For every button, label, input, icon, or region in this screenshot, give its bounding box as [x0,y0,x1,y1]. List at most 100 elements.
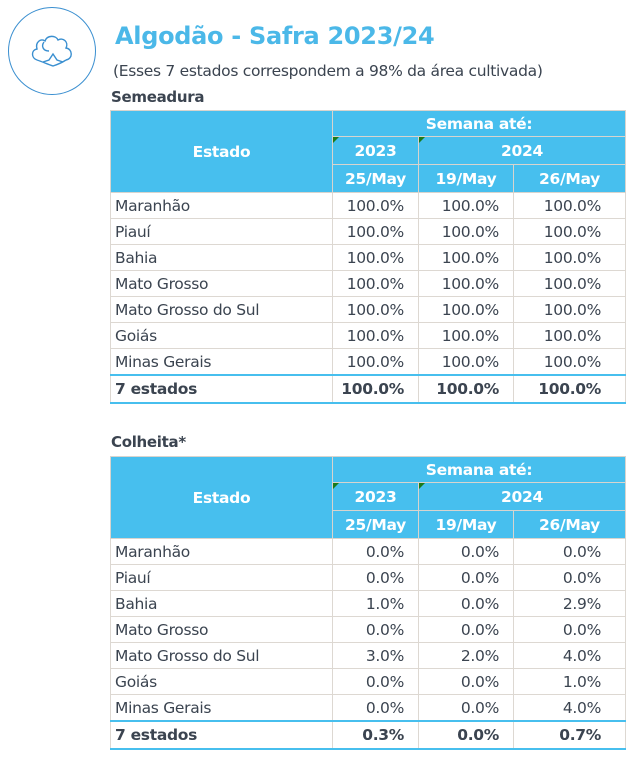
value-cell: 0.0% [512,538,627,565]
state-cell: Mato Grosso [110,616,333,643]
value-cell: 100.0% [512,296,627,323]
header-estado: Estado [110,110,333,193]
value-cell: 0.0% [332,668,419,695]
section-title: Colheita* [111,433,186,451]
state-cell: Goiás [110,668,333,695]
value-cell: 100.0% [332,270,419,297]
value-cell: 100.0% [418,296,514,323]
value-cell: 100.0% [512,218,627,245]
table-row: Piauí 0.0% 0.0% 0.0% [110,564,627,591]
header-year-2024: 2024 [417,482,627,511]
value-cell: 0.0% [418,564,514,591]
value-cell: 0.0% [418,668,514,695]
value-cell: 100.0% [332,322,419,349]
table-row: Bahia 100.0% 100.0% 100.0% [110,244,627,271]
state-cell: Mato Grosso do Sul [110,642,333,669]
state-cell: Piauí [110,218,333,245]
table-row: Piauí 100.0% 100.0% 100.0% [110,218,627,245]
value-cell: 0.0% [332,694,419,722]
header-year-2023: 2023 [332,482,419,511]
value-cell: 100.0% [512,348,627,376]
value-cell: 2.9% [512,590,627,617]
header-date: 26/May [512,510,627,539]
value-cell: 0.0% [512,564,627,591]
header-semana: Semana até: [331,456,627,483]
value-cell: 0.0% [418,590,514,617]
header-date: 25/May [332,164,419,193]
value-cell: 3.0% [332,642,419,669]
table-row: Mato Grosso do Sul 3.0% 2.0% 4.0% [110,642,627,669]
value-cell: 100.0% [332,296,419,323]
value-cell: 0.0% [332,564,419,591]
header-date: 19/May [418,510,514,539]
table-row: Goiás 0.0% 0.0% 1.0% [110,668,627,695]
state-cell: Mato Grosso [110,270,333,297]
value-cell: 100.0% [332,192,419,219]
state-cell: Minas Gerais [110,348,333,376]
total-value-cell: 0.7% [512,720,627,750]
table-row: Bahia 1.0% 0.0% 2.9% [110,590,627,617]
table-row: Mato Grosso do Sul 100.0% 100.0% 100.0% [110,296,627,323]
subtitle: (Esses 7 estados correspondem a 98% da á… [113,62,543,80]
cotton-icon [31,35,72,67]
state-cell: Maranhão [110,538,333,565]
table-row: Minas Gerais 0.0% 0.0% 4.0% [110,694,627,722]
table-row: Mato Grosso 0.0% 0.0% 0.0% [110,616,627,643]
table-row: Minas Gerais 100.0% 100.0% 100.0% [110,348,627,376]
value-cell: 100.0% [332,218,419,245]
table-row: Goiás 100.0% 100.0% 100.0% [110,322,627,349]
state-cell: Maranhão [110,192,333,219]
header-year-2023: 2023 [332,136,419,165]
header-year-2024: 2024 [417,136,627,165]
value-cell: 1.0% [512,668,627,695]
value-cell: 100.0% [418,270,514,297]
total-label: 7 estados [110,720,333,750]
state-cell: Minas Gerais [110,694,333,722]
value-cell: 0.0% [418,538,514,565]
value-cell: 0.0% [418,616,514,643]
value-cell: 100.0% [512,192,627,219]
value-cell: 0.0% [332,616,419,643]
value-cell: 1.0% [332,590,419,617]
value-cell: 100.0% [418,322,514,349]
value-cell: 100.0% [512,322,627,349]
value-cell: 0.0% [418,694,514,722]
state-cell: Bahia [110,244,333,271]
value-cell: 100.0% [418,218,514,245]
total-row: 7 estados 100.0% 100.0% 100.0% [110,374,627,404]
total-value-cell: 0.0% [418,720,514,750]
total-value-cell: 100.0% [512,374,627,404]
total-value-cell: 100.0% [332,374,419,404]
value-cell: 100.0% [512,270,627,297]
state-cell: Bahia [110,590,333,617]
cotton-logo [8,7,96,95]
value-cell: 100.0% [332,348,419,376]
total-row: 7 estados 0.3% 0.0% 0.7% [110,720,627,750]
header-semana: Semana até: [331,110,627,137]
value-cell: 4.0% [512,642,627,669]
header-estado: Estado [110,456,333,539]
total-value-cell: 0.3% [332,720,419,750]
header-date: 26/May [512,164,627,193]
total-label: 7 estados [110,374,333,404]
table-row: Maranhão 100.0% 100.0% 100.0% [110,192,627,219]
page-title: Algodão - Safra 2023/24 [115,22,435,50]
colheita-table: Estado Semana até: 2023 2024 25/May 19/May 2… [110,456,627,750]
value-cell: 2.0% [418,642,514,669]
table-row: Mato Grosso 100.0% 100.0% 100.0% [110,270,627,297]
value-cell: 100.0% [332,244,419,271]
value-cell: 100.0% [512,244,627,271]
header-date: 25/May [332,510,419,539]
state-cell: Piauí [110,564,333,591]
value-cell: 100.0% [418,244,514,271]
value-cell: 100.0% [418,348,514,376]
state-cell: Mato Grosso do Sul [110,296,333,323]
table-row: Maranhão 0.0% 0.0% 0.0% [110,538,627,565]
value-cell: 4.0% [512,694,627,722]
value-cell: 0.0% [332,538,419,565]
total-value-cell: 100.0% [418,374,514,404]
value-cell: 0.0% [512,616,627,643]
state-cell: Goiás [110,322,333,349]
section-title: Semeadura [111,88,205,106]
value-cell: 100.0% [418,192,514,219]
